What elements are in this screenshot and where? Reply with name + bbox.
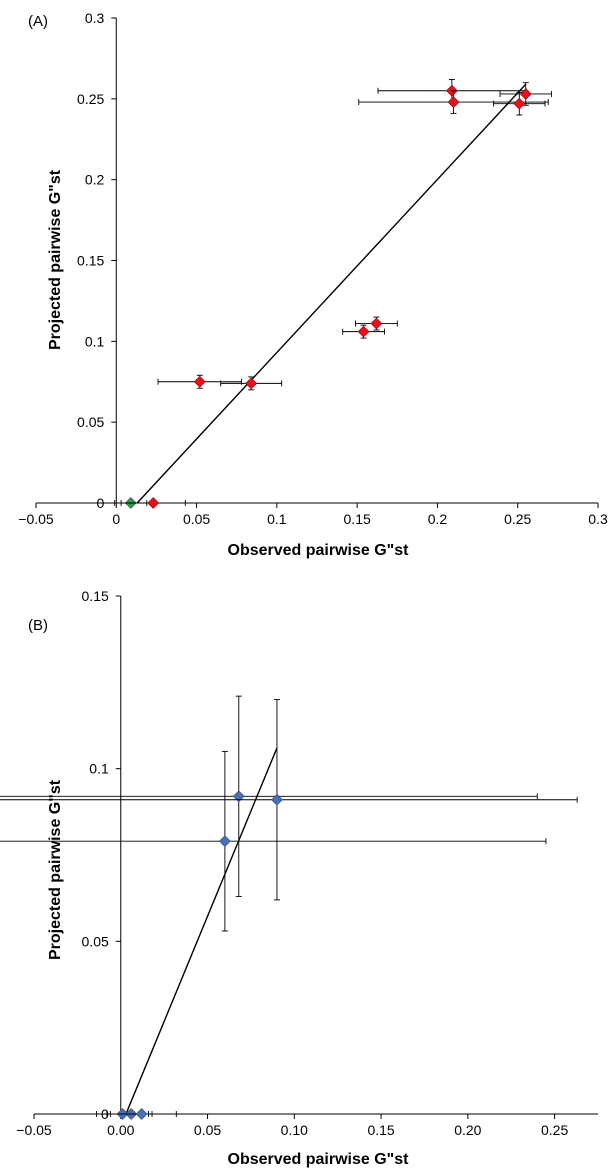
panel-b-x-tick-label: 0.20 [454, 1122, 481, 1138]
panel-a-x-axis-label: Observed pairwise G"st [228, 542, 410, 559]
panel-a-data-point [519, 88, 532, 100]
panel-a-data-point [357, 325, 370, 338]
panel-b-x-tick-label: 0.05 [194, 1122, 221, 1138]
panel-b-x-tick-label: 0.10 [281, 1122, 308, 1138]
panel-a-y-tick-label: 0.3 [85, 10, 105, 26]
panel-a: (A) Observed pairwise G"st Projected pai… [18, 10, 608, 559]
panel-a-x-tick-label: 0.2 [428, 511, 448, 527]
panel-a-x-tick-label: 0.05 [183, 511, 210, 527]
panel-b-data-point [135, 1108, 148, 1120]
panel-a-y-tick-label: 0.25 [77, 91, 104, 107]
panel-b-y-axis-label: Projected pairwise G"st [47, 779, 64, 960]
panel-a-label: (A) [28, 13, 48, 30]
panel-a-x-tick-label: 0.3 [588, 511, 608, 527]
panel-b-x-tick-label: 0.25 [541, 1122, 568, 1138]
panel-b-data-point [218, 835, 231, 848]
panel-a-y-tick-label: 0 [96, 495, 104, 511]
panel-a-data-point [193, 375, 206, 388]
panel-a-plot-area: −0.05 0 0.05 0.1 0.15 0.2 0.25 0.3 0 0.05 0.1 0.15 0… [18, 10, 608, 527]
panel-a-y-axis-label: Projected pairwise G"st [47, 169, 64, 350]
panel-a-data-point [513, 97, 526, 110]
panel-a-data-point [245, 377, 258, 390]
panel-b-y-tick-label: 0.15 [82, 588, 109, 604]
panel-b-data-point [271, 793, 283, 806]
panel-a-data-point [447, 96, 460, 108]
panel-a-data-point [147, 497, 160, 509]
panel-a-y-tick-label: 0.15 [77, 253, 104, 269]
panel-a-x-tick-label: 0.1 [267, 511, 287, 527]
panel-a-x-tick-label: −0.05 [18, 511, 54, 527]
panel-b-plot-area: −0.05 0.00 0.05 0.10 0.15 0.20 0.2500.050.10.1… [0, 588, 598, 1138]
panel-b-trendline [125, 747, 278, 1115]
panel-b-data-point [232, 790, 245, 803]
panel-b-y-tick-label: 0.05 [82, 933, 109, 949]
panel-a-y-tick-label: 0.05 [77, 414, 104, 430]
panel-a-data-point [370, 317, 383, 330]
panel-b-x-tick-label: 0.00 [107, 1122, 134, 1138]
panel-a-x-tick-label: 0.15 [344, 511, 371, 527]
panel-b-x-tick-label: 0.15 [367, 1122, 394, 1138]
panel-b: (B) Observed pairwise G"st Projected pai… [0, 588, 598, 1168]
panel-b-label: (B) [28, 617, 48, 634]
panel-a-trendline [136, 83, 527, 504]
panel-b-x-axis-label: Observed pairwise G"st [228, 1151, 410, 1168]
panel-a-x-tick-label: 0.25 [504, 511, 531, 527]
panel-a-y-tick-label: 0.1 [85, 333, 105, 349]
panel-b-x-tick-label: −0.05 [16, 1122, 52, 1138]
panel-a-x-tick-label: 0 [112, 511, 120, 527]
panel-a-y-tick-label: 0.2 [85, 172, 105, 188]
panel-b-y-tick-label: 0.1 [89, 761, 109, 777]
